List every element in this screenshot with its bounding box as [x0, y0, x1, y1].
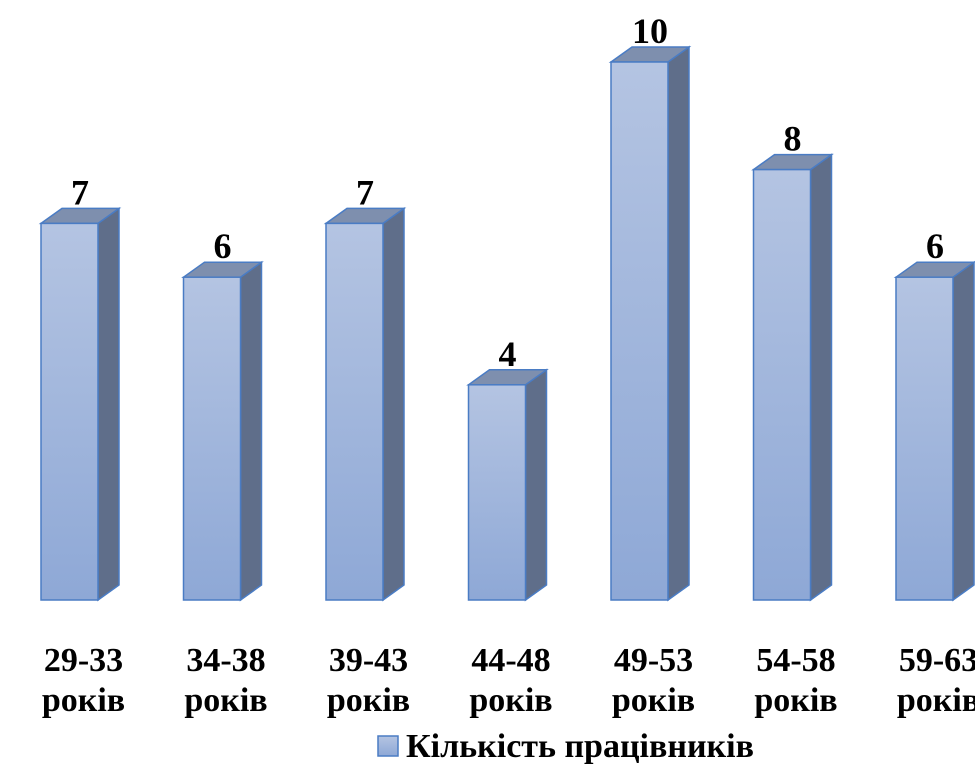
bar	[751, 153, 834, 602]
category-axis-labels: 29-33років34-38років39-43років44-48років…	[42, 642, 975, 719]
bar-front-face	[182, 276, 242, 601]
category-label-range: 54-58	[756, 642, 835, 679]
legend: Кількість працівників	[377, 728, 754, 765]
bar-side-face	[239, 260, 263, 602]
bar-side-face	[382, 206, 405, 602]
legend-label: Кількість працівників	[406, 728, 754, 765]
legend-swatch	[377, 735, 399, 757]
bar-side-face	[667, 45, 690, 602]
bar-side-face	[809, 153, 833, 602]
data-label: 4	[499, 334, 517, 374]
bar-side-face	[952, 260, 975, 602]
bar-side-face	[524, 368, 548, 602]
bar	[323, 206, 407, 602]
category-label-range: 44-48	[471, 642, 550, 679]
data-label: 10	[632, 11, 668, 51]
bar	[608, 45, 692, 602]
bar-front-face	[325, 222, 384, 601]
bar	[181, 260, 264, 602]
category-label-range: 29-33	[44, 642, 123, 679]
bar	[38, 206, 122, 602]
data-label: 6	[926, 226, 944, 266]
category-label-range: 59-63	[899, 642, 975, 679]
category-label-unit: років	[612, 682, 695, 719]
bars-layer	[38, 45, 975, 602]
category-label-range: 49-53	[614, 642, 693, 679]
bar-front-face	[40, 222, 99, 601]
bar-front-face	[895, 276, 954, 601]
bar	[466, 368, 549, 602]
category-label-unit: років	[754, 682, 837, 719]
bar-front-face	[610, 61, 669, 601]
bar-front-face	[467, 384, 527, 601]
bar-side-face	[97, 206, 120, 602]
bar	[893, 260, 975, 602]
category-label-unit: років	[184, 682, 267, 719]
bar-front-face	[752, 168, 812, 601]
category-label-unit: років	[327, 682, 410, 719]
data-label: 7	[71, 172, 89, 212]
data-label: 8	[784, 119, 802, 159]
category-label-unit: років	[469, 682, 552, 719]
category-label-range: 39-43	[329, 642, 408, 679]
category-label-unit: років	[897, 682, 975, 719]
value-labels-layer: 7 6 7 4 10 8 6	[71, 11, 944, 374]
category-label-range: 34-38	[186, 642, 265, 679]
data-label: 7	[356, 172, 374, 212]
category-label-unit: років	[42, 682, 125, 719]
data-label: 6	[214, 226, 232, 266]
